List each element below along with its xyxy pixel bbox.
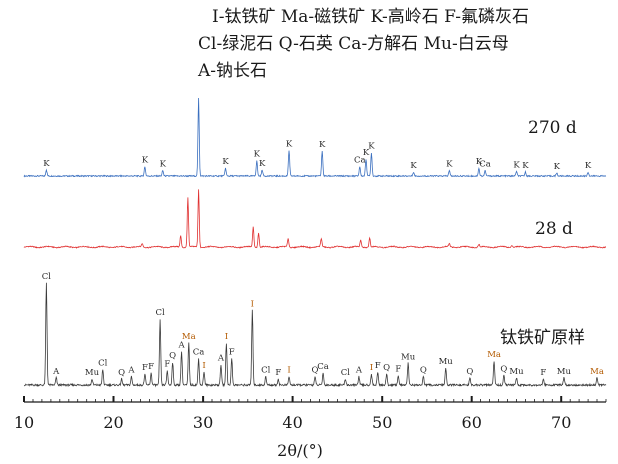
peak-label-raw-20: F — [275, 368, 281, 378]
peak-label-raw-0: Cl — [42, 272, 52, 282]
legend-line-1: I-钛铁矿 Ma-磁铁矿 K-高岭石 F-氟磷灰石 — [212, 7, 529, 27]
peak-label-raw-27: F — [375, 361, 381, 371]
peak-label-raw-22: Q — [312, 366, 319, 376]
peak-label-raw-17: F — [229, 348, 235, 358]
peak-label-raw-8: Cl — [155, 308, 165, 318]
trace-label-28d: 28 d — [535, 219, 573, 239]
trace-label-270d: 270 d — [528, 118, 577, 138]
peak-label-raw-6: F — [142, 363, 148, 373]
peak-label-270d-15: Ca — [479, 160, 491, 170]
legend: I-钛铁矿 Ma-磁铁矿 K-高岭石 F-氟磷灰石 Cl-绿泥石 Q-石英 Ca… — [197, 7, 529, 81]
peak-label-raw-16: I — [225, 332, 228, 342]
peak-label-270d-5: K — [254, 149, 261, 159]
peak-label-raw-21: I — [287, 366, 290, 376]
peak-label-raw-26: I — [370, 363, 373, 373]
peak-label-raw-1: A — [52, 367, 60, 377]
x-tick-label-20: 20 — [103, 413, 123, 432]
peak-label-raw-33: Q — [466, 367, 473, 377]
trace-28d — [23, 189, 606, 249]
peak-label-raw-39: Ma — [590, 367, 604, 377]
peak-label-270d-7: K — [286, 139, 293, 149]
peak-label-raw-10: Q — [169, 351, 176, 361]
peak-label-raw-4: Q — [118, 368, 125, 378]
peak-label-raw-24: Cl — [341, 368, 351, 378]
peak-label-raw-36: Mu — [509, 367, 524, 377]
x-axis: 10 20 30 40 50 60 70 — [14, 396, 607, 432]
peak-label-270d-10: K — [363, 148, 370, 158]
peak-label-raw-2: Mu — [85, 368, 100, 378]
peak-label-270d-11: K — [368, 142, 375, 152]
peak-label-270d-18: K — [554, 162, 561, 172]
peak-label-raw-5: A — [127, 366, 135, 376]
peak-label-270d-12: K — [410, 161, 417, 171]
peak-label-raw-7: F — [148, 362, 154, 372]
peak-label-270d-19: K — [585, 161, 592, 171]
peak-label-raw-25: A — [355, 366, 363, 376]
peak-label-270d-6: K — [259, 159, 266, 169]
series-line-270d — [23, 97, 607, 178]
peak-label-raw-29: F — [395, 364, 401, 374]
trace-label-raw: 钛铁矿原样 — [500, 328, 585, 348]
x-tick-label-70: 70 — [551, 413, 571, 432]
peak-label-raw-34: Ma — [487, 350, 501, 360]
peak-label-270d-17: K — [522, 161, 529, 171]
peak-label-raw-31: Q — [420, 366, 427, 376]
peak-label-270d-14: K — [476, 157, 483, 167]
peak-label-270d-8: K — [319, 140, 326, 150]
peak-label-raw-18: I — [251, 300, 254, 310]
peak-label-raw-14: I — [202, 361, 205, 371]
x-tick-label-10: 10 — [14, 413, 34, 432]
x-tick-label-60: 60 — [462, 413, 482, 432]
peak-label-raw-23: Ca — [317, 362, 329, 372]
peak-label-raw-38: Mu — [557, 367, 572, 377]
legend-line-2: Cl-绿泥石 Q-石英 Ca-方解石 Mu-白云母 — [198, 34, 509, 54]
peak-label-raw-30: Mu — [401, 352, 416, 362]
peak-label-270d-1: K — [142, 156, 149, 166]
peak-label-raw-12: Ma — [182, 332, 196, 342]
x-tick-label-50: 50 — [372, 413, 392, 432]
peak-label-raw-19: Cl — [261, 366, 271, 376]
peak-label-raw-37: F — [540, 368, 546, 378]
legend-line-3: A-钠长石 — [197, 61, 267, 81]
peak-label-raw-11: A — [178, 340, 186, 350]
peak-label-270d-9: Ca — [354, 156, 366, 166]
x-axis-title: 2θ/(°) — [277, 441, 323, 460]
peak-label-270d-16: K — [513, 160, 520, 170]
peak-label-raw-13: Ca — [193, 348, 205, 358]
peak-label-270d-13: K — [446, 160, 453, 170]
peak-label-270d-0: K — [43, 159, 50, 169]
peak-label-raw-15: A — [217, 354, 225, 364]
peak-label-raw-28: Q — [383, 363, 390, 373]
series-line-raw — [23, 282, 607, 388]
peak-label-raw-32: Mu — [439, 357, 454, 367]
series-line-28d — [23, 189, 606, 249]
peak-label-raw-9: F — [164, 360, 170, 370]
x-tick-label-40: 40 — [282, 413, 302, 432]
peak-label-270d-4: K — [222, 157, 229, 167]
x-tick-label-30: 30 — [193, 413, 213, 432]
peak-label-raw-3: Cl — [98, 358, 108, 368]
peak-label-270d-2: K — [160, 160, 167, 170]
peak-label-raw-35: Q — [500, 364, 507, 374]
